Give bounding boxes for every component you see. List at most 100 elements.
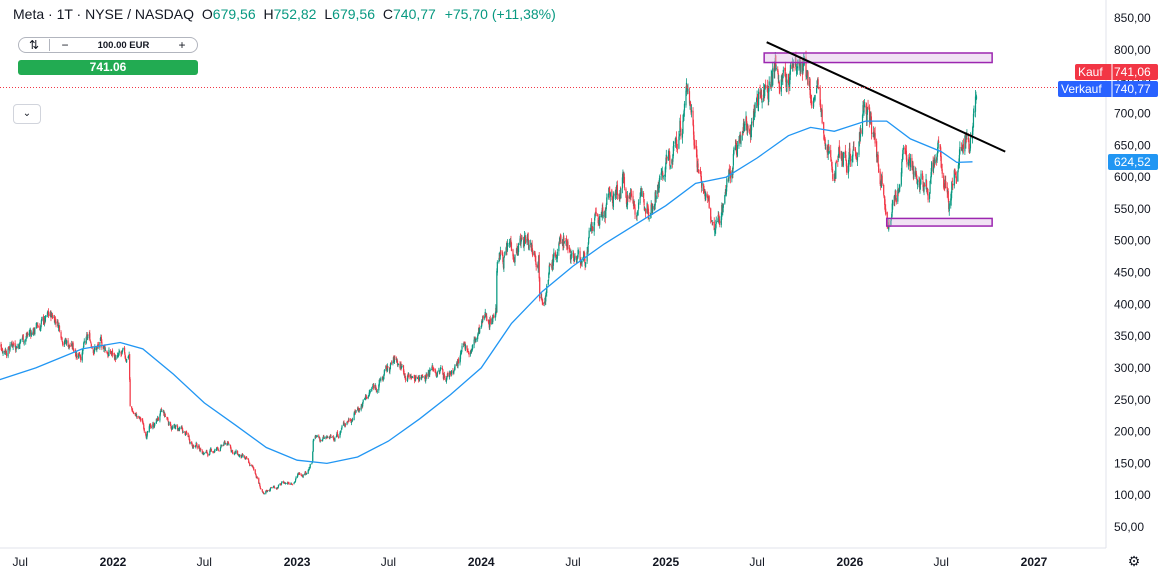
candle-body: [453, 370, 455, 373]
candle-body: [650, 204, 652, 213]
candle-body: [302, 474, 304, 478]
buy-price-button[interactable]: 741.06: [18, 60, 198, 75]
candle-body: [673, 145, 675, 147]
candle-body: [309, 464, 311, 468]
candle-body: [726, 178, 728, 188]
candle-body: [46, 312, 49, 315]
candle-body: [312, 451, 314, 462]
candle-body: [284, 482, 286, 484]
candle-body: [481, 320, 483, 327]
candle-body: [757, 105, 759, 107]
candle-body: [545, 294, 547, 302]
resistance-zone[interactable]: [763, 52, 993, 64]
candle-body: [57, 321, 59, 328]
candle-body: [779, 87, 781, 90]
candle-body: [322, 438, 324, 440]
candle-body: [876, 154, 878, 159]
candle-body: [580, 263, 583, 265]
candle-body: [625, 188, 627, 198]
candle-body: [187, 433, 189, 437]
candle-body: [672, 154, 674, 162]
chart-header: Meta · 1T · NYSE / NASDAQ O679,56 H752,8…: [13, 6, 556, 22]
candle-body: [246, 456, 248, 459]
candle-body: [327, 436, 329, 438]
candle-body: [891, 203, 893, 213]
quantity-input[interactable]: 100.00 EUR: [97, 39, 150, 51]
candle-body: [397, 363, 400, 365]
candle-body: [661, 172, 663, 174]
candle-body: [434, 369, 436, 374]
candle-body: [9, 348, 11, 351]
candle-body: [576, 255, 579, 259]
candle-body: [955, 173, 957, 178]
candle-body: [856, 157, 859, 161]
candle-body: [558, 241, 560, 244]
candle-body: [602, 215, 604, 217]
candle-body: [21, 338, 23, 340]
sell-price-tag: [1058, 81, 1158, 97]
candle-body: [39, 326, 41, 331]
candle-body: [880, 183, 882, 186]
candle-body: [492, 315, 494, 317]
candle-body: [68, 344, 70, 349]
candle-body: [135, 413, 137, 417]
candle-body: [213, 452, 215, 454]
gear-icon[interactable]: ⚙: [1127, 553, 1141, 569]
swap-icon[interactable]: ⇅: [28, 38, 40, 52]
candle-body: [625, 196, 628, 204]
candle-body: [782, 75, 784, 79]
candle-body: [117, 354, 120, 356]
candle-body: [523, 240, 525, 247]
candle-body: [662, 172, 664, 179]
candle-body: [198, 445, 200, 449]
candle-body: [408, 374, 410, 378]
candle-body: [627, 196, 629, 199]
candle-body: [897, 189, 899, 202]
candle-body: [452, 370, 454, 374]
candle-body: [679, 120, 682, 129]
trendline[interactable]: [766, 41, 1006, 153]
y-tick-label: 300,00: [1114, 361, 1151, 375]
candle-body: [368, 392, 370, 397]
candle-body: [741, 131, 744, 135]
candle-body: [351, 420, 353, 422]
candle-body: [786, 79, 788, 92]
candle-body: [378, 379, 380, 386]
minus-icon[interactable]: −: [61, 38, 69, 52]
candle-body: [908, 157, 911, 159]
candle-body: [685, 90, 687, 106]
candle-body: [771, 74, 773, 78]
candle-body: [118, 351, 121, 353]
candle-body: [788, 82, 790, 87]
candle-body: [754, 102, 756, 114]
candle-body: [443, 374, 445, 378]
candle-body: [692, 124, 695, 135]
candle-body: [639, 192, 642, 196]
candle-body: [830, 159, 832, 162]
candle-body: [410, 375, 412, 379]
candle-body: [92, 349, 94, 354]
candle-body: [805, 57, 807, 77]
candle-body: [898, 191, 900, 194]
candle-body: [714, 229, 716, 233]
candle-body: [182, 431, 184, 434]
plus-icon[interactable]: +: [178, 38, 186, 52]
candle-body: [261, 489, 263, 492]
candle-body: [251, 465, 253, 466]
chevron-down-icon[interactable]: ⌄: [13, 104, 41, 124]
candle-body: [946, 186, 948, 193]
candle-body: [687, 89, 689, 92]
candle-body: [142, 422, 144, 425]
candle-body: [821, 109, 823, 123]
candle-body: [274, 487, 276, 489]
candle-body: [72, 343, 74, 349]
candle-body: [892, 202, 894, 206]
candle-body: [277, 485, 280, 488]
candle-body: [22, 334, 24, 340]
candle-body: [385, 366, 387, 370]
candle-body: [207, 453, 209, 456]
candle-body: [293, 482, 296, 483]
candle-body: [23, 340, 25, 343]
support-zone[interactable]: [885, 217, 993, 227]
